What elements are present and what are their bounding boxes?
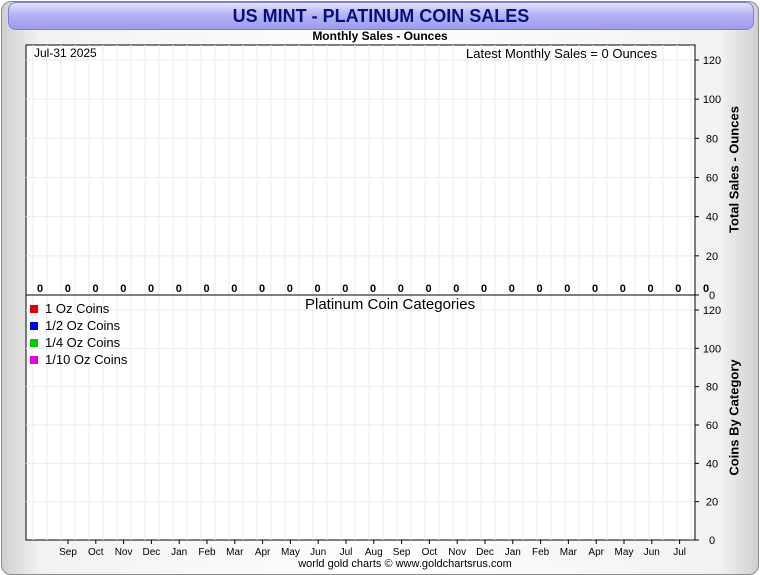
legend-label-half-oz: 1/2 Oz Coins: [45, 318, 121, 333]
latest-sales-label: Latest Monthly Sales = 0 Ounces: [466, 46, 658, 61]
x-tick-label: Dec: [476, 547, 494, 558]
footer-credit: world gold charts © www.goldchartsrus.co…: [298, 558, 512, 570]
x-tick-label: Jan: [505, 547, 521, 558]
data-label: 0: [287, 283, 293, 295]
x-tick-label: Nov: [448, 547, 466, 558]
legend-swatch-1oz: [30, 304, 38, 313]
data-label: 0: [65, 283, 71, 295]
x-tick-label: Feb: [532, 547, 550, 558]
y-tick-label-bottom: 120: [703, 305, 721, 317]
x-tick-label: Jun: [644, 547, 660, 558]
legend-label-quarter-oz: 1/4 Oz Coins: [45, 335, 121, 350]
legend-label-tenth-oz: 1/10 Oz Coins: [45, 352, 128, 367]
y-tick-label-top: 20: [706, 251, 718, 263]
data-label: 0: [675, 283, 681, 295]
y-tick-label-bottom: 20: [706, 497, 718, 509]
data-label: 0: [203, 283, 209, 295]
chart-title: US MINT - PLATINUM COIN SALES: [232, 6, 530, 26]
x-tick-label: Mar: [560, 547, 578, 558]
data-label: 0: [176, 283, 182, 295]
x-tick-label: Feb: [198, 547, 216, 558]
data-label: 0: [453, 283, 459, 295]
y-tick-label-top: 80: [706, 133, 718, 145]
legend-item-1oz: 1 Oz Coins: [30, 300, 127, 317]
x-tick-label: Mar: [226, 547, 244, 558]
data-label: 0: [647, 283, 653, 295]
date-label: Jul-31 2025: [34, 46, 97, 60]
x-tick-label: Apr: [588, 547, 604, 558]
legend-item-tenth-oz: 1/10 Oz Coins: [30, 351, 127, 368]
x-tick-label: Sep: [393, 547, 411, 558]
y-tick-label-top: 120: [703, 55, 721, 67]
y-tick-label-top: 60: [706, 173, 718, 185]
legend-item-half-oz: 1/2 Oz Coins: [30, 317, 127, 334]
y-tick-label-bottom: 80: [706, 382, 718, 394]
x-tick-label: Oct: [422, 547, 438, 558]
data-label: 0: [342, 283, 348, 295]
data-label: 0: [370, 283, 376, 295]
legend-swatch-tenth-oz: [30, 355, 38, 364]
legend: 1 Oz Coins 1/2 Oz Coins 1/4 Oz Coins 1/1…: [30, 300, 127, 368]
y-tick-label-top: 40: [706, 212, 718, 224]
data-label: 0: [148, 283, 154, 295]
y-axis-label-top: Total Sales - Ounces: [726, 106, 742, 233]
y-tick-label-top: 100: [703, 94, 721, 106]
data-label: 0: [37, 283, 43, 295]
data-label: 0: [620, 283, 626, 295]
x-tick-label: May: [281, 547, 300, 558]
data-label: 0: [259, 283, 265, 295]
data-label: 0: [509, 283, 515, 295]
y-tick-label-bottom: 60: [706, 420, 718, 432]
data-label: 0: [314, 283, 320, 295]
x-tick-label: Jul: [673, 547, 686, 558]
y-tick-label-bottom: 100: [703, 343, 721, 355]
data-label: 0: [92, 283, 98, 295]
legend-swatch-quarter-oz: [30, 338, 38, 347]
legend-item-quarter-oz: 1/4 Oz Coins: [30, 334, 127, 351]
data-label: 0: [536, 283, 542, 295]
y-tick-label-bottom: 0: [709, 535, 715, 547]
y-tick-label-top: 0: [709, 290, 715, 302]
data-label: 0: [592, 283, 598, 295]
x-tick-label: Jun: [310, 547, 326, 558]
data-label: 0: [120, 283, 126, 295]
x-tick-label: May: [615, 547, 634, 558]
x-tick-label: Dec: [143, 547, 161, 558]
data-label: 0: [703, 283, 709, 295]
chart-subtitle: Monthly Sales - Ounces: [312, 29, 448, 43]
legend-swatch-half-oz: [30, 321, 38, 330]
data-label: 0: [231, 283, 237, 295]
x-tick-label: Apr: [255, 547, 271, 558]
data-label: 0: [398, 283, 404, 295]
data-label: 0: [564, 283, 570, 295]
x-tick-label: Jan: [171, 547, 187, 558]
data-label: 0: [425, 283, 431, 295]
plot-area: [25, 44, 696, 541]
y-axis-label-bottom: Coins By Category: [726, 359, 742, 476]
data-label: 0: [481, 283, 487, 295]
x-tick-label: Sep: [59, 547, 77, 558]
x-tick-label: Aug: [365, 547, 383, 558]
y-tick-label-bottom: 40: [706, 458, 718, 470]
x-tick-label: Jul: [340, 547, 353, 558]
x-tick-label: Nov: [115, 547, 133, 558]
title-banner: US MINT - PLATINUM COIN SALES: [8, 2, 754, 30]
categories-title: Platinum Coin Categories: [305, 296, 476, 313]
legend-label-1oz: 1 Oz Coins: [45, 301, 110, 316]
x-tick-label: Oct: [88, 547, 104, 558]
